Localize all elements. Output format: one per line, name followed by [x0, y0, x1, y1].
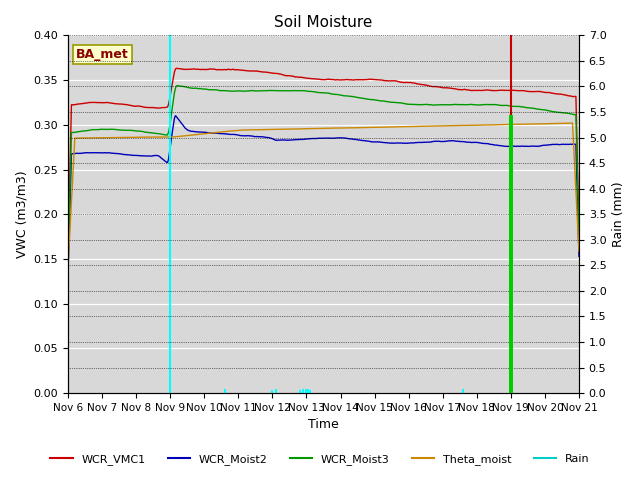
- Bar: [224, 388, 226, 393]
- Bar: [169, 374, 172, 393]
- Title: Soil Moisture: Soil Moisture: [275, 15, 372, 30]
- Y-axis label: Rain (mm): Rain (mm): [612, 181, 625, 247]
- Bar: [271, 390, 273, 393]
- Bar: [299, 390, 301, 393]
- Bar: [305, 388, 307, 393]
- X-axis label: Time: Time: [308, 419, 339, 432]
- Y-axis label: VWC (m3/m3): VWC (m3/m3): [15, 170, 28, 258]
- Bar: [309, 390, 311, 393]
- Text: BA_met: BA_met: [76, 48, 129, 61]
- Bar: [307, 389, 309, 393]
- Legend: WCR_VMC1, WCR_Moist2, WCR_Moist3, Theta_moist, Rain: WCR_VMC1, WCR_Moist2, WCR_Moist3, Theta_…: [46, 450, 594, 469]
- Bar: [302, 389, 304, 393]
- Bar: [275, 389, 277, 393]
- Bar: [509, 115, 513, 393]
- Bar: [462, 389, 464, 393]
